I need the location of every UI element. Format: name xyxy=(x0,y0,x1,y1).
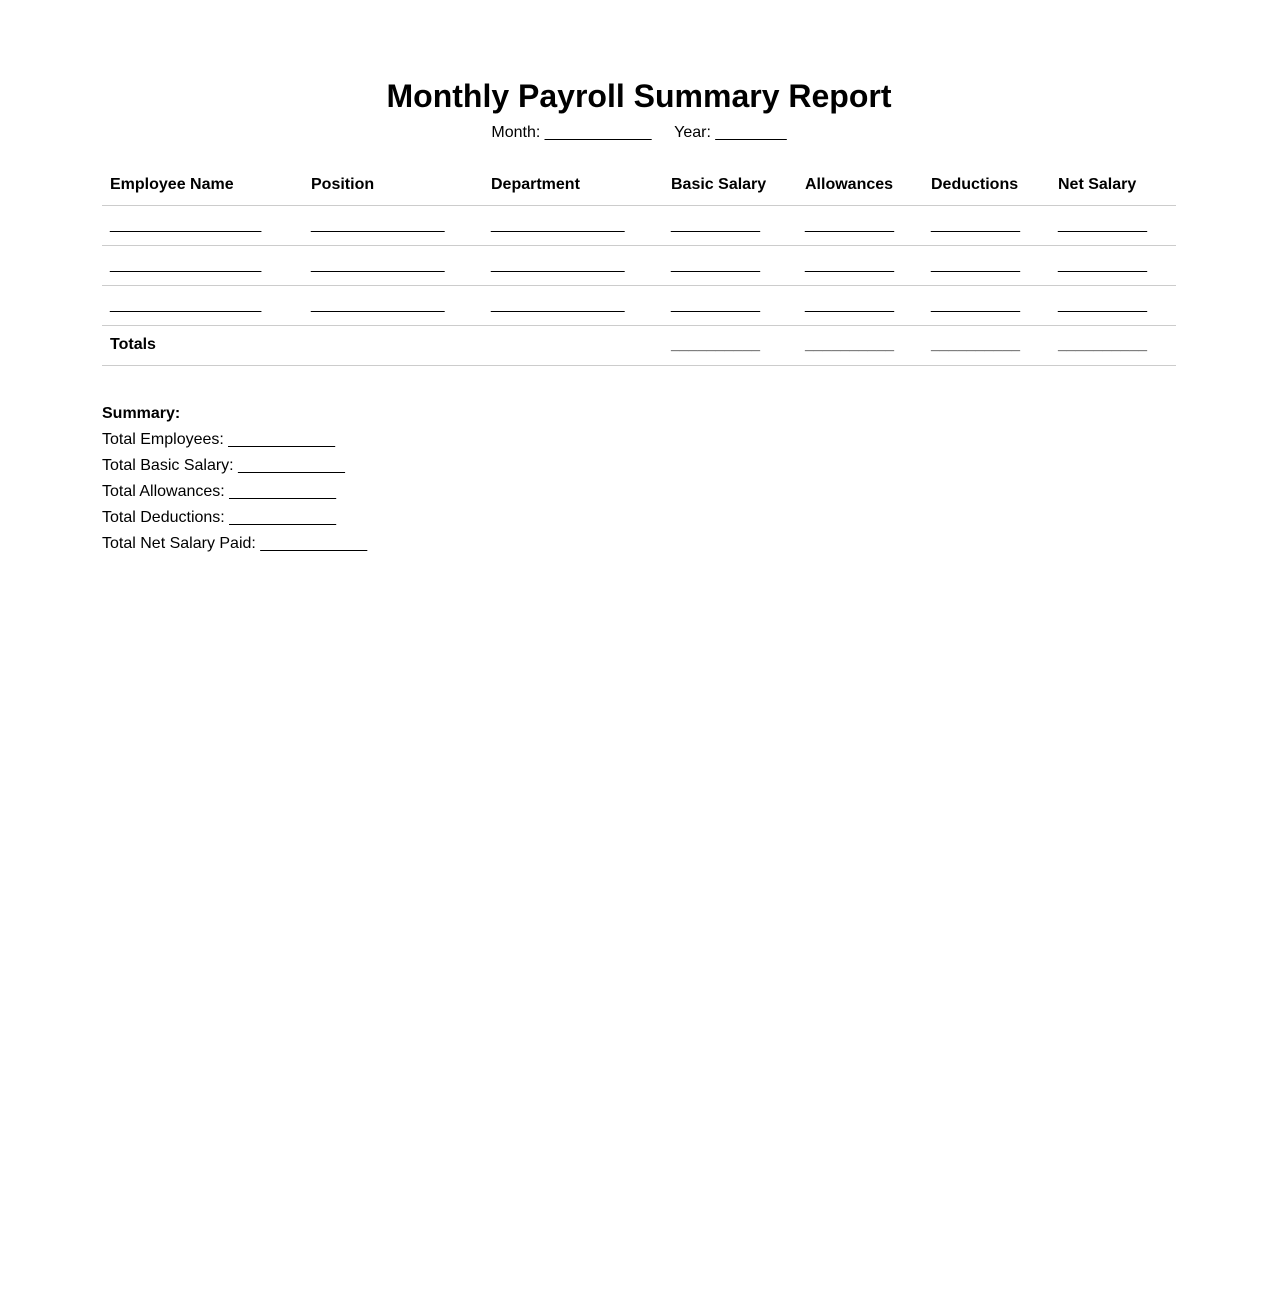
summary-field[interactable]: ____________ xyxy=(260,535,368,552)
basic-salary-field[interactable]: __________ xyxy=(663,205,797,246)
header-employee-name: Employee Name xyxy=(102,165,303,206)
header-position: Position xyxy=(303,165,483,206)
summary-item: Total Net Salary Paid: ____________ xyxy=(102,531,367,557)
department-field[interactable]: _______________ xyxy=(483,205,663,246)
allowances-field[interactable]: __________ xyxy=(797,205,923,246)
department-field[interactable]: _______________ xyxy=(483,285,663,326)
page-title: Monthly Payroll Summary Report xyxy=(386,78,892,114)
header-department: Department xyxy=(483,165,663,206)
basic-salary-field[interactable]: __________ xyxy=(663,285,797,326)
total-net-salary-field[interactable]: __________ xyxy=(1050,325,1176,366)
report-period: Month: ____________ Year: ________ xyxy=(0,124,1278,142)
allowances-field[interactable]: __________ xyxy=(797,245,923,286)
table-header-row: Employee Name Position Department Basic … xyxy=(102,165,1176,206)
position-field[interactable]: _______________ xyxy=(303,245,483,286)
summary-field[interactable]: ____________ xyxy=(238,457,345,474)
empty-cell xyxy=(483,325,663,366)
totals-row: Totals __________ __________ __________ … xyxy=(102,325,1176,366)
deductions-field[interactable]: __________ xyxy=(923,285,1050,326)
net-salary-field[interactable]: __________ xyxy=(1050,245,1176,286)
summary-item: Total Employees: ____________ xyxy=(102,427,367,453)
summary-heading: Summary: xyxy=(102,405,181,422)
month-field[interactable]: ____________ xyxy=(544,124,652,141)
empty-cell xyxy=(303,325,483,366)
deductions-field[interactable]: __________ xyxy=(923,245,1050,286)
year-label: Year: xyxy=(674,124,711,141)
header-deductions: Deductions xyxy=(923,165,1050,206)
month-label: Month: xyxy=(491,124,541,141)
basic-salary-field[interactable]: __________ xyxy=(663,245,797,286)
summary-field[interactable]: ____________ xyxy=(228,431,336,448)
total-deductions-field[interactable]: __________ xyxy=(923,325,1050,366)
payroll-table: Employee Name Position Department Basic … xyxy=(102,165,1176,366)
year-field[interactable]: ________ xyxy=(715,124,787,141)
total-allowances-field[interactable]: __________ xyxy=(797,325,923,366)
summary-label: Total Deductions: xyxy=(102,509,225,526)
employee-name-field[interactable]: _________________ xyxy=(102,245,303,286)
summary-label: Total Allowances: xyxy=(102,483,225,500)
department-field[interactable]: _______________ xyxy=(483,245,663,286)
summary-item: Total Basic Salary: ____________ xyxy=(102,453,367,479)
employee-name-field[interactable]: _________________ xyxy=(102,205,303,246)
summary-label: Total Net Salary Paid: xyxy=(102,535,256,552)
table-row: _________________ _______________ ______… xyxy=(102,285,1176,326)
summary-field[interactable]: ____________ xyxy=(229,483,336,500)
position-field[interactable]: _______________ xyxy=(303,285,483,326)
summary-label: Total Employees: xyxy=(102,431,224,448)
employee-name-field[interactable]: _________________ xyxy=(102,285,303,326)
total-basic-salary-field[interactable]: __________ xyxy=(663,325,797,366)
deductions-field[interactable]: __________ xyxy=(923,205,1050,246)
summary-field[interactable]: ____________ xyxy=(229,509,336,526)
table-row: _________________ _______________ ______… xyxy=(102,245,1176,286)
net-salary-field[interactable]: __________ xyxy=(1050,205,1176,246)
header-basic-salary: Basic Salary xyxy=(663,165,797,206)
summary-item: Total Allowances: ____________ xyxy=(102,479,367,505)
position-field[interactable]: _______________ xyxy=(303,205,483,246)
summary-label: Total Basic Salary: xyxy=(102,457,234,474)
header-allowances: Allowances xyxy=(797,165,923,206)
net-salary-field[interactable]: __________ xyxy=(1050,285,1176,326)
allowances-field[interactable]: __________ xyxy=(797,285,923,326)
table-row: _________________ _______________ ______… xyxy=(102,205,1176,246)
summary-section: Summary: Total Employees: ____________ T… xyxy=(102,401,367,557)
summary-item: Total Deductions: ____________ xyxy=(102,505,367,531)
header-net-salary: Net Salary xyxy=(1050,165,1176,206)
totals-label: Totals xyxy=(102,325,303,366)
